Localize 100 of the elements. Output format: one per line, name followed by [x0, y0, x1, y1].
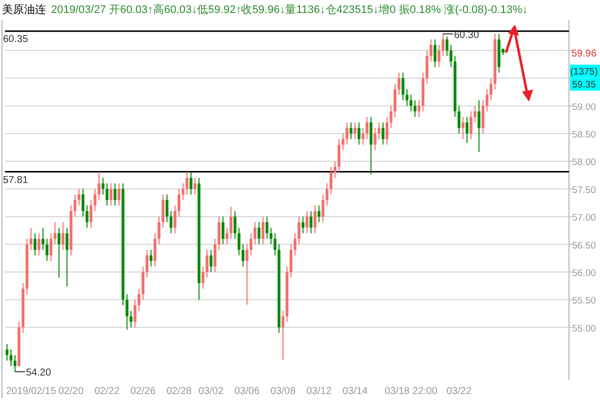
candlestick [102, 177, 104, 195]
candlestick [342, 133, 344, 151]
candlestick [50, 232, 52, 262]
candlestick [358, 122, 360, 146]
candlestick [314, 205, 316, 234]
x-tick-label: 03/02 [198, 386, 224, 397]
candlestick [414, 100, 416, 118]
x-tick-label: 03/14 [342, 386, 368, 397]
candlestick [30, 227, 32, 250]
candlestick [434, 38, 436, 68]
candlestick [378, 122, 380, 140]
candlestick [98, 171, 100, 200]
candlestick [290, 244, 292, 278]
candlestick [374, 128, 376, 151]
candlestick [222, 216, 224, 245]
candlestick [134, 299, 136, 328]
annotation: 54.20 [26, 368, 52, 379]
x-tick-label: 2019/02/15 [6, 386, 56, 397]
candlestick [442, 33, 444, 56]
candlestick [150, 249, 152, 267]
candlestick [310, 210, 312, 234]
y-tick-label: 55.50 [572, 296, 596, 307]
candlestick [466, 116, 468, 144]
candlestick [34, 232, 36, 256]
candlestick [390, 105, 392, 128]
candlestick [362, 128, 364, 146]
candlestick [114, 182, 116, 206]
candlestick [426, 50, 428, 84]
candlestick [74, 194, 76, 218]
candlestick [174, 205, 176, 234]
x-tick-label: 03/06 [234, 386, 260, 397]
candlestick [250, 232, 252, 256]
candlestick [370, 116, 372, 176]
candlestick [66, 227, 68, 287]
candlestick [14, 354, 16, 372]
x-tick-label: 03/12 [306, 386, 332, 397]
candlestick [270, 227, 272, 245]
candlestick [62, 222, 64, 250]
y-tick-label: 59.00 [572, 102, 596, 113]
x-tick-label: 02/20 [58, 386, 84, 397]
y-tick-label: 58.50 [572, 130, 596, 141]
candlestick [266, 216, 268, 240]
candlestick [486, 88, 488, 112]
candlestick [326, 182, 328, 206]
candlestick [346, 122, 348, 146]
candlestick [38, 232, 40, 256]
candlestick [334, 160, 336, 178]
candlestick [258, 222, 260, 245]
chart-title: 美原油连 [2, 3, 46, 16]
candlestick [418, 100, 420, 118]
candlestick [398, 72, 400, 96]
candlestick [54, 222, 56, 245]
candlestick [162, 194, 164, 228]
x-tick-label: 02/22 [94, 386, 120, 397]
candlestick [298, 216, 300, 245]
x-tick-label: 02/26 [130, 386, 156, 397]
candlestick [42, 227, 44, 250]
text: 59.35 [572, 80, 596, 91]
candlestick [154, 232, 156, 267]
candlestick [318, 205, 320, 223]
y-tick-label: 56.00 [572, 268, 596, 279]
candlestick [350, 122, 352, 140]
candlestick [186, 171, 188, 195]
candlestick [246, 244, 248, 306]
candlestick [274, 232, 276, 256]
candlestick [230, 206, 232, 240]
y-tick-label: 55.00 [572, 323, 596, 334]
chart-subtitle: 2019/03/27 开60.03↑高60.03↓低59.92↑收59.96↓量1136↓仓423515↓增0 振0.18% 涨(-0.08)-0.13%↓ [51, 3, 528, 16]
x-tick-label: 02/28 [166, 386, 192, 397]
candlestick [178, 188, 180, 218]
candlestick [478, 100, 480, 152]
candlestick [166, 194, 168, 223]
candlestick [90, 200, 92, 228]
candlestick [354, 122, 356, 140]
candlestick [126, 294, 128, 330]
candlestick [450, 44, 452, 68]
candlestick [306, 210, 308, 234]
candlestick [410, 94, 412, 112]
candlestick [86, 205, 88, 228]
candlestick [402, 72, 404, 101]
x-tick-label: 03/18 22:00 [384, 386, 438, 397]
y-tick-label: 58.00 [572, 157, 596, 168]
candlestick [194, 177, 196, 195]
candlestick [490, 78, 492, 101]
annotation: 60.30 [454, 30, 480, 41]
candlestick [170, 210, 172, 234]
candlestick [182, 182, 184, 200]
text: 59.96 [571, 48, 597, 60]
candlestick [130, 310, 132, 328]
candlestick [330, 166, 332, 195]
candlestick [46, 238, 48, 262]
candlestick [482, 100, 484, 134]
candlestick [262, 216, 264, 245]
candlestick [118, 182, 120, 206]
candlestick [254, 222, 256, 245]
candlestick [382, 122, 384, 146]
candlestick [238, 227, 240, 256]
y-tick-label: 57.00 [572, 212, 596, 224]
candlestick [242, 244, 244, 267]
candlestick [386, 116, 388, 146]
